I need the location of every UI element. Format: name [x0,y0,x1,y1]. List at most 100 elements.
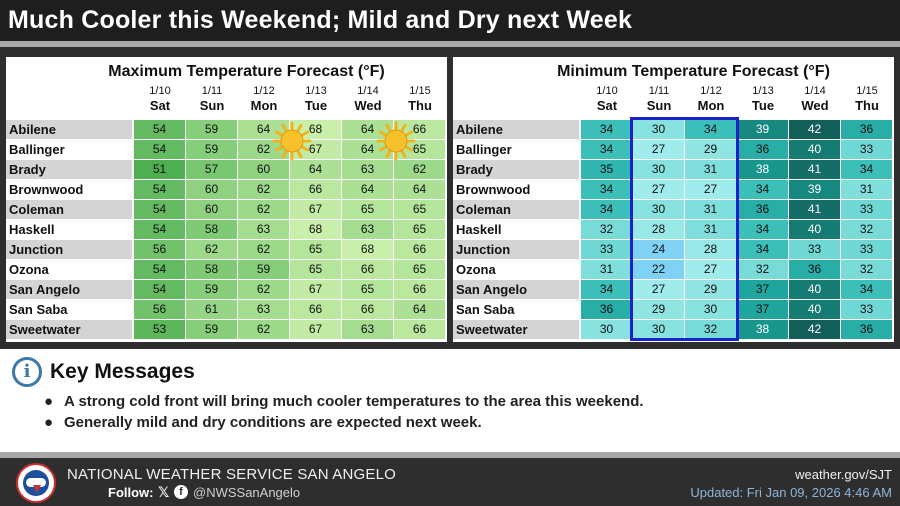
max-temp-cell: 60 [186,180,237,199]
column-header: 1/14 Wed [789,84,841,114]
min-temp-cell: 27 [633,180,684,199]
office-name: NATIONAL WEATHER SERVICE SAN ANGELO [67,466,397,483]
min-temp-cell: 31 [685,200,736,219]
cold-days-highlight [630,117,739,341]
column-date: 1/14 [357,85,379,97]
max-temp-cell: 66 [394,280,445,299]
bullet-icon: ● [44,393,54,410]
column-day: Tue [304,98,328,113]
min-temp-table: Minimum Temperature Forecast (°F) 1/10 Sa… [453,57,894,342]
max-temp-cell: 65 [342,200,393,219]
column-header: 1/10 Sat [581,84,633,114]
location-label: Junction [453,240,579,259]
bullet-icon: ● [44,414,54,431]
location-label: Haskell [453,220,579,239]
key-message-item: ● Generally mild and dry conditions are e… [44,414,482,431]
column-header: 1/12 Mon [685,84,737,114]
min-temp-cell: 31 [581,260,632,279]
column-day: Mon [250,98,278,113]
min-temp-cell: 30 [633,200,684,219]
max-temp-cell: 64 [394,180,445,199]
key-message-text: A strong cold front will bring much cool… [64,393,644,410]
min-temp-cell: 35 [581,160,632,179]
key-messages-section: i Key Messages ● A strong cold front will… [0,349,900,452]
min-temp-cell: 28 [633,220,684,239]
max-temp-cell: 65 [290,240,341,259]
max-temp-cell: 53 [134,320,185,339]
location-label: Junction [6,240,132,259]
min-temp-cell: 30 [633,320,684,339]
max-temp-cell: 63 [342,320,393,339]
column-day: Sat [149,98,171,113]
updated-timestamp: Updated: Fri Jan 09, 2026 4:46 AM [690,485,892,500]
min-temp-cell: 32 [737,260,788,279]
min-temp-cell: 34 [581,140,632,159]
min-temp-cell: 40 [789,300,840,319]
min-temp-cell: 36 [841,320,892,339]
max-temp-cell: 57 [186,160,237,179]
column-header: 1/11 Sun [633,84,685,114]
min-temp-cell: 38 [737,160,788,179]
max-temp-cell: 62 [238,200,289,219]
footer-stripe [0,452,900,458]
max-temp-cell: 54 [134,280,185,299]
max-temp-cell: 62 [186,240,237,259]
min-temp-cell: 36 [581,300,632,319]
column-day: Tue [751,98,775,113]
min-temp-cell: 33 [841,200,892,219]
max-temp-cell: 62 [238,240,289,259]
min-temp-cell: 33 [841,240,892,259]
max-temp-cell: 54 [134,120,185,139]
min-temp-cell: 27 [685,180,736,199]
footer-bar: NATIONAL WEATHER SERVICE SAN ANGELO Foll… [0,452,900,506]
page-title: Much Cooler this Weekend; Mild and Dry n… [8,6,633,34]
min-temp-cell: 33 [581,240,632,259]
max-temp-cell: 66 [342,300,393,319]
min-temp-cell: 36 [789,260,840,279]
location-label: San Angelo [6,280,132,299]
min-temp-cell: 33 [841,140,892,159]
max-temp-cell: 62 [238,180,289,199]
max-temp-cell: 54 [134,200,185,219]
max-temp-cell: 65 [342,280,393,299]
min-temp-cell: 36 [737,140,788,159]
max-temp-cell: 54 [134,140,185,159]
column-date: 1/11 [648,85,670,97]
min-temp-cell: 30 [581,320,632,339]
min-temp-cell: 41 [789,200,840,219]
max-temp-cell: 62 [238,140,289,159]
location-label: Abilene [453,120,579,139]
min-temp-cell: 31 [685,160,736,179]
max-temp-cell: 66 [394,320,445,339]
follow-label: Follow: [108,485,154,500]
min-temp-cell: 29 [633,300,684,319]
max-temp-cell: 67 [290,320,341,339]
facebook-icon[interactable]: f [174,485,188,499]
social-handle[interactable]: @NWSSanAngelo [193,485,301,500]
min-temp-cell: 32 [685,320,736,339]
header-stripe [0,41,900,47]
max-temp-cell: 63 [238,300,289,319]
max-temp-cell: 66 [342,260,393,279]
max-temp-cell: 62 [238,320,289,339]
max-temp-cell: 65 [394,220,445,239]
website-link[interactable]: weather.gov/SJT [795,467,892,482]
location-label: Coleman [453,200,579,219]
max-temp-cell: 56 [134,240,185,259]
header-bar: Much Cooler this Weekend; Mild and Dry n… [0,0,900,47]
column-date: 1/10 [149,85,171,97]
x-icon[interactable]: 𝕏 [158,484,170,500]
min-temp-cell: 41 [789,160,840,179]
location-label: Brownwood [453,180,579,199]
column-date: 1/13 [752,85,774,97]
location-label: Brownwood [6,180,132,199]
min-temp-cell: 34 [581,200,632,219]
min-temp-cell: 34 [841,160,892,179]
min-temp-cell: 27 [633,140,684,159]
column-day: Thu [855,98,879,113]
column-day: Thu [408,98,432,113]
min-temp-cell: 34 [581,280,632,299]
location-label: San Saba [453,300,579,319]
min-temp-cell: 32 [841,220,892,239]
min-temp-cell: 34 [685,120,736,139]
